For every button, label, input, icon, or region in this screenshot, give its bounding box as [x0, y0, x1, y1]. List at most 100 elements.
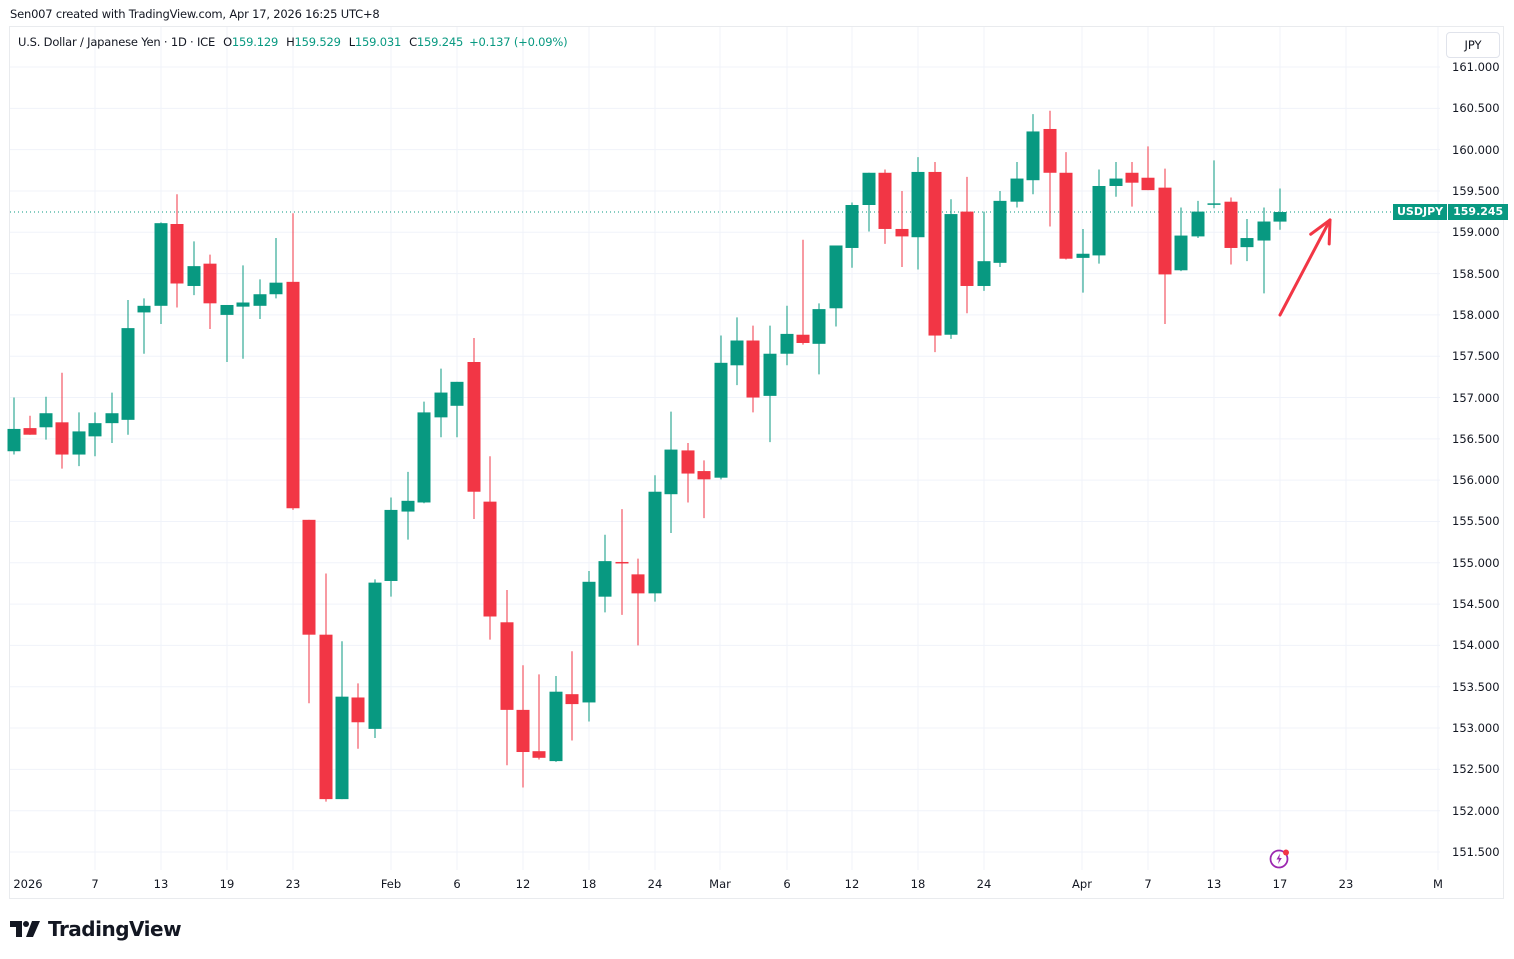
- candle[interactable]: [664, 411, 678, 534]
- price-label: 151.500: [1452, 845, 1500, 859]
- candle[interactable]: [829, 245, 843, 327]
- candle[interactable]: [549, 675, 563, 762]
- candle[interactable]: [417, 401, 431, 504]
- candle[interactable]: [7, 397, 21, 455]
- candle[interactable]: [631, 558, 645, 646]
- candle[interactable]: [154, 222, 168, 324]
- candle[interactable]: [845, 202, 859, 268]
- candle[interactable]: [55, 372, 69, 469]
- candle[interactable]: [1273, 188, 1287, 230]
- candle[interactable]: [105, 392, 119, 443]
- candle[interactable]: [697, 460, 711, 519]
- price-label: 156.500: [1452, 431, 1500, 446]
- high-value: 159.529: [294, 35, 341, 49]
- price-label: 158.000: [1452, 307, 1500, 322]
- candle[interactable]: [170, 194, 184, 308]
- candle[interactable]: [236, 265, 250, 359]
- candle[interactable]: [730, 317, 744, 386]
- candle[interactable]: [1026, 114, 1040, 195]
- candle[interactable]: [351, 683, 365, 749]
- candle[interactable]: [1043, 110, 1057, 227]
- candle[interactable]: [1191, 200, 1205, 239]
- candle[interactable]: [401, 471, 415, 540]
- chart-credit: Sen007 created with TradingView.com, Apr…: [10, 7, 380, 21]
- candle[interactable]: [450, 381, 464, 438]
- time-label: Mar: [709, 877, 731, 891]
- candle[interactable]: [220, 304, 234, 362]
- time-label: 19: [219, 877, 235, 891]
- price-label: 160.500: [1452, 101, 1500, 116]
- candle[interactable]: [269, 238, 283, 299]
- candle[interactable]: [203, 254, 217, 329]
- candle[interactable]: [253, 279, 267, 320]
- time-label: 6: [453, 877, 461, 891]
- candle[interactable]: [1257, 207, 1271, 294]
- tradingview-logo[interactable]: TradingView: [10, 917, 182, 941]
- lightning-icon[interactable]: [1268, 847, 1292, 875]
- time-label: M: [1433, 877, 1443, 891]
- symbol-name[interactable]: U.S. Dollar / Japanese Yen · 1D · ICE: [18, 35, 216, 49]
- candle[interactable]: [532, 674, 546, 760]
- candle[interactable]: [39, 396, 53, 440]
- candle[interactable]: [648, 475, 662, 602]
- price-label: 154.000: [1452, 638, 1500, 653]
- candle[interactable]: [467, 338, 481, 519]
- time-label: 24: [647, 877, 663, 891]
- candle[interactable]: [368, 579, 382, 738]
- candle[interactable]: [23, 415, 37, 435]
- candle[interactable]: [319, 573, 333, 802]
- candle[interactable]: [598, 534, 612, 613]
- candle[interactable]: [335, 641, 349, 800]
- candle[interactable]: [121, 300, 135, 435]
- candle[interactable]: [88, 412, 102, 457]
- price-label: 157.000: [1452, 390, 1500, 405]
- candle[interactable]: [1109, 162, 1123, 197]
- price-label: 158.500: [1452, 266, 1500, 281]
- candle[interactable]: [565, 651, 579, 741]
- candle[interactable]: [1125, 162, 1139, 207]
- candle[interactable]: [681, 442, 695, 503]
- candle[interactable]: [714, 335, 728, 480]
- candle[interactable]: [1059, 152, 1073, 260]
- candle[interactable]: [928, 162, 942, 353]
- candle[interactable]: [1076, 228, 1090, 293]
- candle[interactable]: [500, 590, 514, 766]
- candle[interactable]: [1207, 160, 1221, 209]
- candle[interactable]: [1174, 207, 1188, 272]
- candle[interactable]: [72, 412, 86, 467]
- candle[interactable]: [384, 497, 398, 597]
- candle[interactable]: [1092, 169, 1106, 264]
- candle[interactable]: [895, 190, 909, 267]
- candle[interactable]: [615, 509, 629, 615]
- candle[interactable]: [302, 519, 316, 704]
- candle[interactable]: [1158, 168, 1172, 324]
- open-label: O: [223, 35, 232, 49]
- candle[interactable]: [878, 169, 892, 244]
- candle[interactable]: [746, 325, 760, 413]
- candle[interactable]: [763, 325, 777, 443]
- currency-button[interactable]: JPY: [1446, 32, 1500, 58]
- candle[interactable]: [582, 571, 596, 722]
- candle[interactable]: [516, 665, 530, 788]
- candle[interactable]: [1224, 197, 1238, 265]
- candle[interactable]: [483, 456, 497, 640]
- candle[interactable]: [977, 211, 991, 291]
- candle[interactable]: [1141, 146, 1155, 191]
- candle[interactable]: [286, 213, 300, 510]
- candle[interactable]: [1010, 162, 1024, 208]
- candle[interactable]: [911, 157, 925, 270]
- candle[interactable]: [796, 239, 810, 345]
- price-label: 153.000: [1452, 721, 1500, 736]
- candle[interactable]: [862, 172, 876, 232]
- candle[interactable]: [187, 241, 201, 296]
- candle[interactable]: [993, 190, 1007, 267]
- candle[interactable]: [434, 368, 448, 438]
- candle[interactable]: [1240, 219, 1254, 262]
- candle[interactable]: [780, 305, 794, 366]
- candle[interactable]: [812, 303, 826, 375]
- candle[interactable]: [944, 199, 958, 339]
- candle[interactable]: [960, 176, 974, 314]
- symbol-legend[interactable]: U.S. Dollar / Japanese Yen · 1D · ICE O 1…: [18, 35, 568, 49]
- candle[interactable]: [137, 298, 151, 354]
